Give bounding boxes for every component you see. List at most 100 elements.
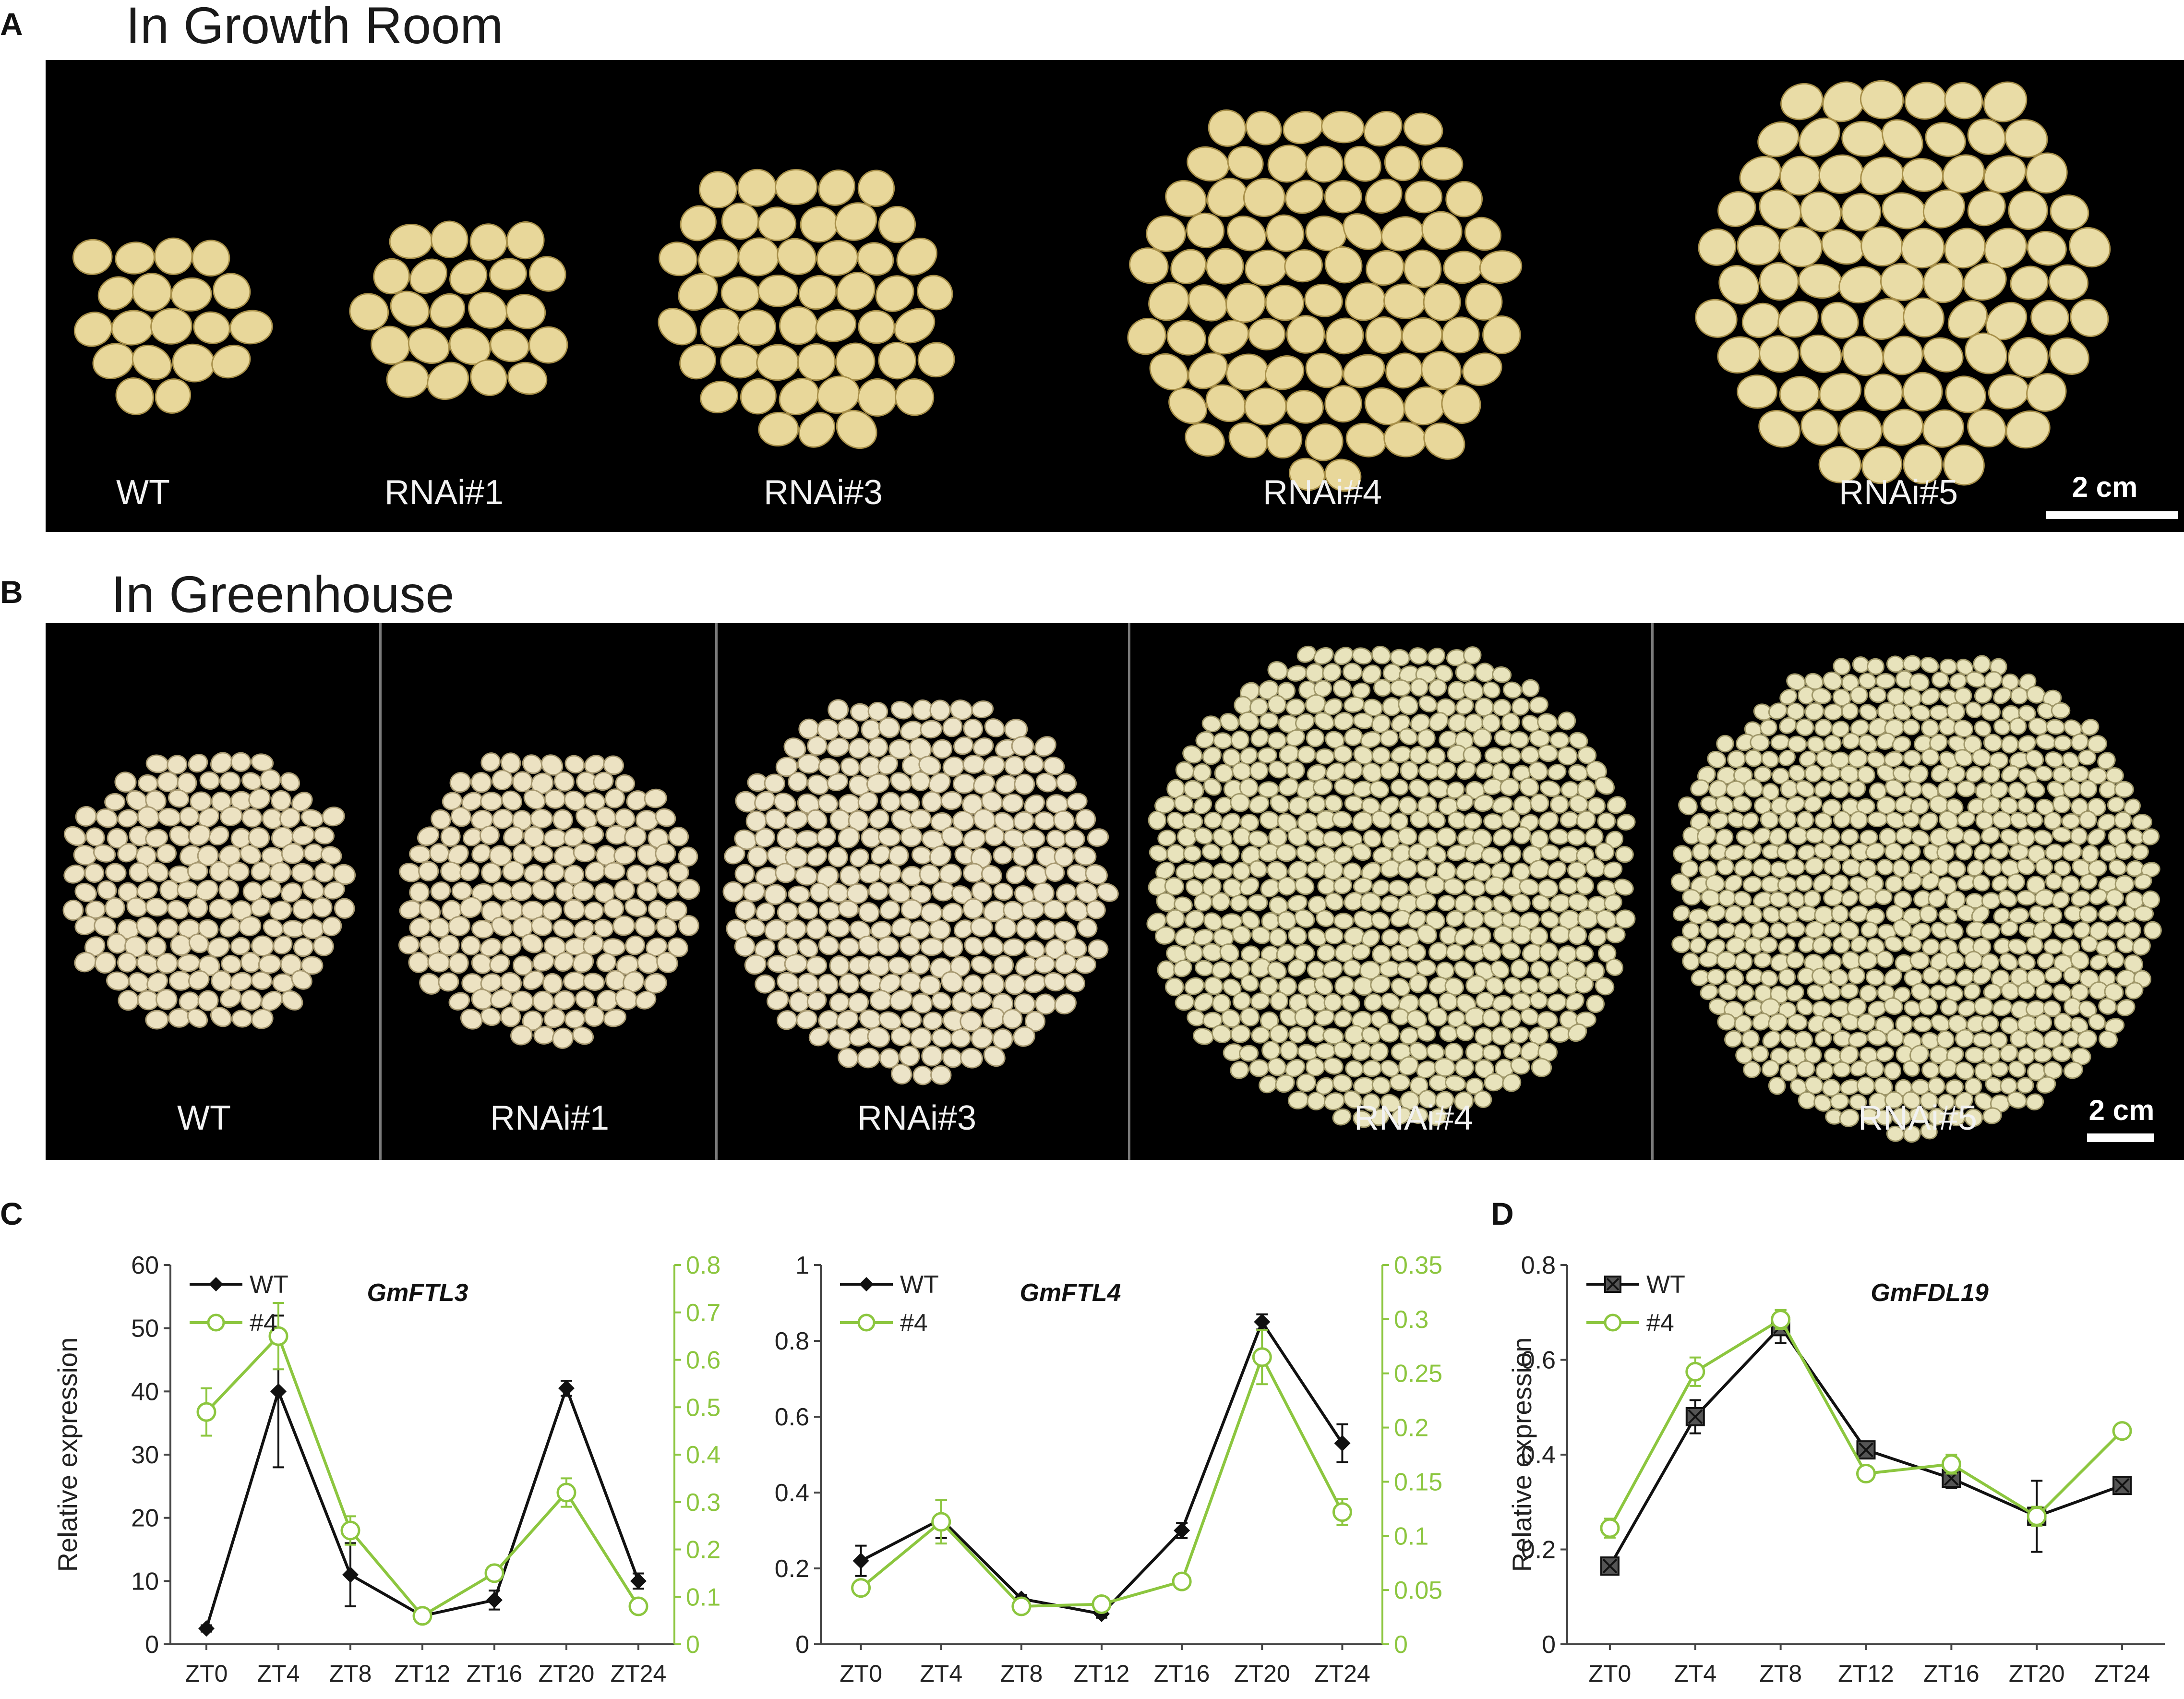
seed [1778, 749, 1796, 766]
seed [1839, 1109, 1860, 1127]
legend-label: WT [250, 1271, 288, 1299]
seed [1850, 686, 1868, 704]
seed [1194, 827, 1213, 845]
seed [1221, 843, 1240, 863]
seed [1444, 1075, 1466, 1092]
seed [117, 843, 138, 863]
seed [132, 273, 172, 312]
seed [797, 343, 836, 381]
seed [1275, 843, 1297, 862]
seed [2061, 875, 2080, 894]
seed [1043, 757, 1065, 775]
seed [1164, 877, 1185, 896]
seed [1862, 298, 1907, 340]
seed [1822, 81, 1865, 122]
seed [1596, 880, 1617, 897]
seed [1778, 938, 1796, 954]
seed [1245, 249, 1288, 286]
seed [1920, 688, 1940, 705]
seed [878, 717, 900, 738]
seed [2009, 717, 2027, 735]
seed [1734, 859, 1753, 877]
seed [1401, 317, 1443, 354]
seed [1501, 747, 1521, 764]
seed [1724, 844, 1744, 861]
label-rnai3: RNAi#3 [857, 1099, 977, 1137]
seed [1323, 993, 1343, 1012]
seed [1511, 1026, 1529, 1044]
seed [1389, 1073, 1411, 1091]
seed [984, 826, 1005, 846]
seed [1831, 904, 1849, 923]
seed [1332, 679, 1352, 698]
seed [1390, 649, 1410, 666]
seed [1510, 1057, 1530, 1075]
seed [1752, 827, 1771, 844]
seed [1596, 909, 1617, 928]
seed [1325, 892, 1344, 911]
seed [1087, 828, 1109, 847]
seed [757, 206, 797, 241]
seed [1796, 811, 1814, 829]
seed [1876, 859, 1894, 876]
seed [1759, 189, 1801, 229]
seed [419, 936, 441, 956]
seed [912, 699, 933, 721]
seed [1427, 845, 1447, 864]
seed [951, 991, 973, 1012]
seed [1305, 353, 1344, 388]
seed [1577, 746, 1597, 764]
seed [544, 863, 565, 882]
seed [1241, 911, 1260, 929]
seed [1455, 698, 1474, 715]
series-line [205, 1384, 640, 1629]
seed [1445, 181, 1483, 217]
seed [2117, 905, 2136, 922]
seed [942, 1048, 963, 1068]
seed [1238, 711, 1260, 731]
seed [1381, 928, 1400, 946]
seed [900, 792, 920, 811]
seed [1992, 999, 2013, 1016]
seed [1904, 781, 1922, 798]
seed [901, 755, 922, 776]
seed [1736, 830, 1754, 846]
seed [188, 970, 210, 990]
seed-cluster [1670, 655, 2162, 1143]
seed [1324, 385, 1362, 423]
seed [756, 344, 799, 381]
seed [510, 881, 533, 901]
seed [431, 809, 451, 830]
seed [155, 378, 192, 414]
seed [2032, 921, 2052, 940]
seed [644, 788, 667, 808]
seed [1201, 715, 1222, 733]
seed [788, 885, 810, 904]
seed [624, 826, 647, 847]
seed [1511, 893, 1531, 912]
seed [157, 807, 181, 827]
y-tick-label: 50 [131, 1315, 159, 1343]
seed [983, 755, 1005, 776]
seed [1221, 813, 1241, 831]
seed [1013, 1026, 1035, 1047]
seed [815, 309, 857, 342]
seed [700, 308, 741, 348]
seed [807, 735, 828, 756]
seed [764, 884, 787, 905]
seed [2008, 782, 2026, 799]
seed [1788, 891, 1805, 908]
y-tick-label: 0.2 [775, 1555, 809, 1583]
y2-tick-label: 0.1 [686, 1583, 720, 1611]
seed [1567, 861, 1587, 879]
y-tick-label: 0.8 [775, 1327, 809, 1355]
seed [156, 843, 177, 863]
seed [2049, 337, 2089, 375]
seed [1557, 746, 1578, 766]
seed [971, 1027, 994, 1049]
seed [1428, 712, 1449, 732]
seed [644, 973, 667, 994]
seed [1490, 862, 1511, 880]
seed [2070, 299, 2109, 337]
x-tick-label: ZT4 [920, 1660, 962, 1687]
